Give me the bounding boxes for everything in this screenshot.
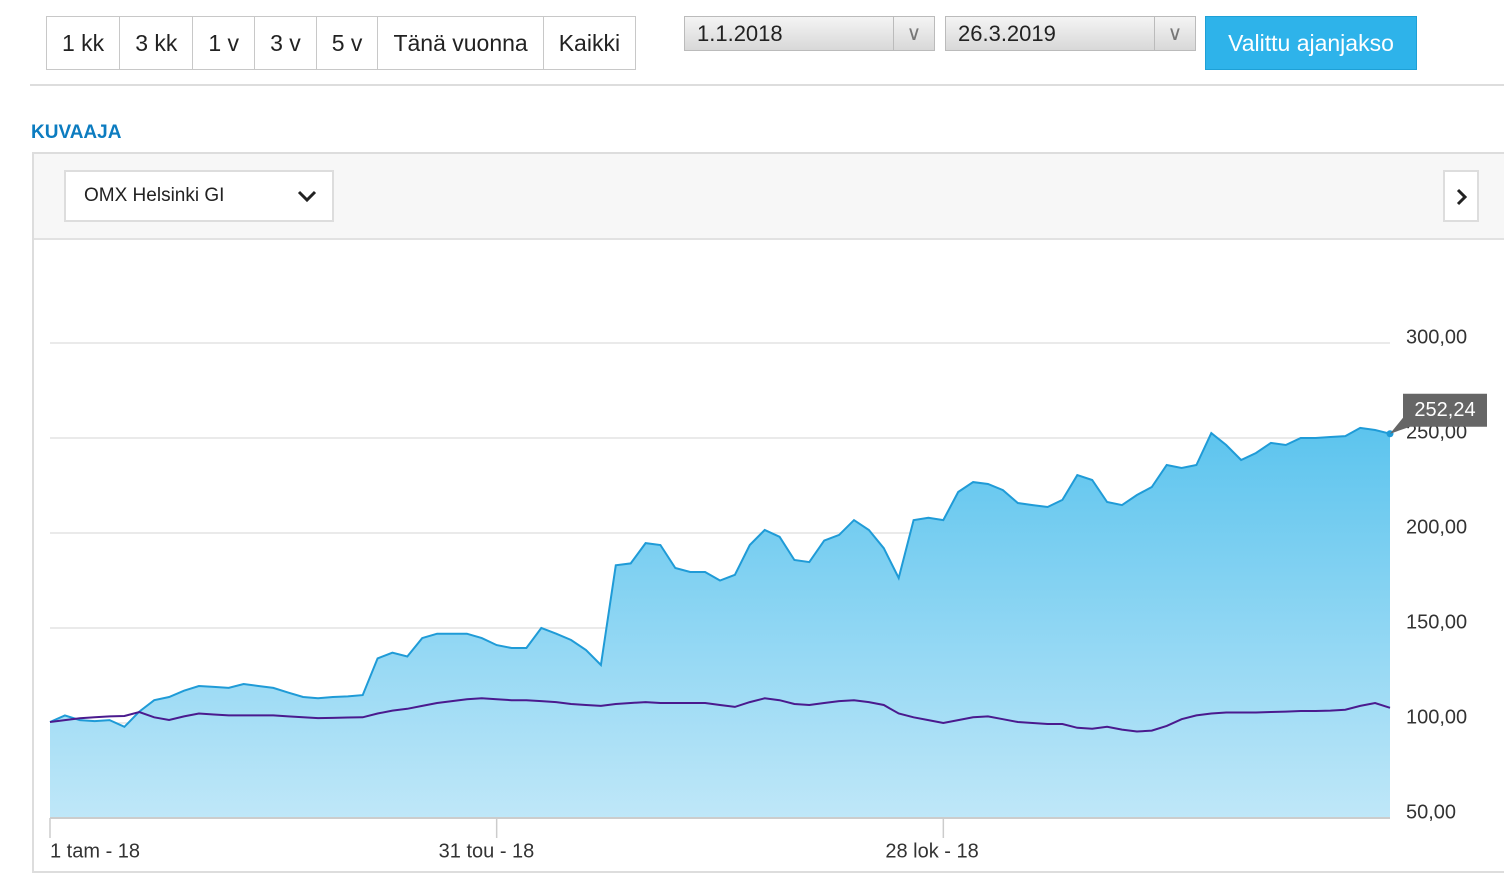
start-date-text: 1.1.2018 (697, 21, 783, 46)
value-tag (1390, 393, 1487, 434)
y-tick-label: 50,00 (1406, 801, 1456, 823)
y-tick-label: 150,00 (1406, 611, 1467, 633)
y-tick-label: 300,00 (1406, 326, 1467, 348)
period-button[interactable]: 1 v (193, 17, 256, 69)
x-tick-label: 28 lok - 18 (885, 840, 978, 862)
area-fill (50, 427, 1390, 818)
period-button[interactable]: Tänä vuonna (378, 17, 544, 69)
period-button[interactable]: 1 kk (47, 17, 121, 69)
end-date[interactable]: 26.3.2019 ∨ (945, 16, 1196, 51)
dropdown-arrow: ∨ (1154, 17, 1195, 50)
apply-button[interactable]: Valittu ajanjakso (1205, 16, 1417, 70)
dropdown-arrow: ∨ (893, 17, 934, 50)
period-button[interactable]: Kaikki (558, 30, 621, 56)
period-button[interactable]: 5 v (317, 17, 379, 69)
chart-panel (32, 152, 1504, 873)
index-selector-text: OMX Helsinki GI (84, 185, 225, 206)
value-label: 252,24 (1414, 399, 1475, 421)
next-button[interactable] (1443, 170, 1479, 222)
end-date-text: 26.3.2019 (958, 21, 1056, 46)
period-button[interactable]: 3 kk (120, 17, 194, 69)
y-tick-label: 200,00 (1406, 516, 1467, 538)
period-button[interactable]: 3 v (255, 17, 317, 69)
y-tick-label: 250,00 (1406, 421, 1467, 443)
chevron (297, 190, 317, 203)
index-selector[interactable]: OMX Helsinki GI (64, 170, 334, 222)
start-date[interactable]: 1.1.2018 ∨ (684, 16, 935, 51)
chevron (1456, 188, 1468, 206)
section-title: KUVAAJA (31, 122, 122, 143)
x-tick-label: 1 tam - 18 (50, 840, 140, 862)
divider (30, 84, 1504, 86)
series-line (49, 426, 1391, 728)
y-tick-label: 100,00 (1406, 706, 1467, 728)
series-line (49, 697, 1391, 733)
x-tick-label: 31 tou - 18 (439, 840, 535, 862)
